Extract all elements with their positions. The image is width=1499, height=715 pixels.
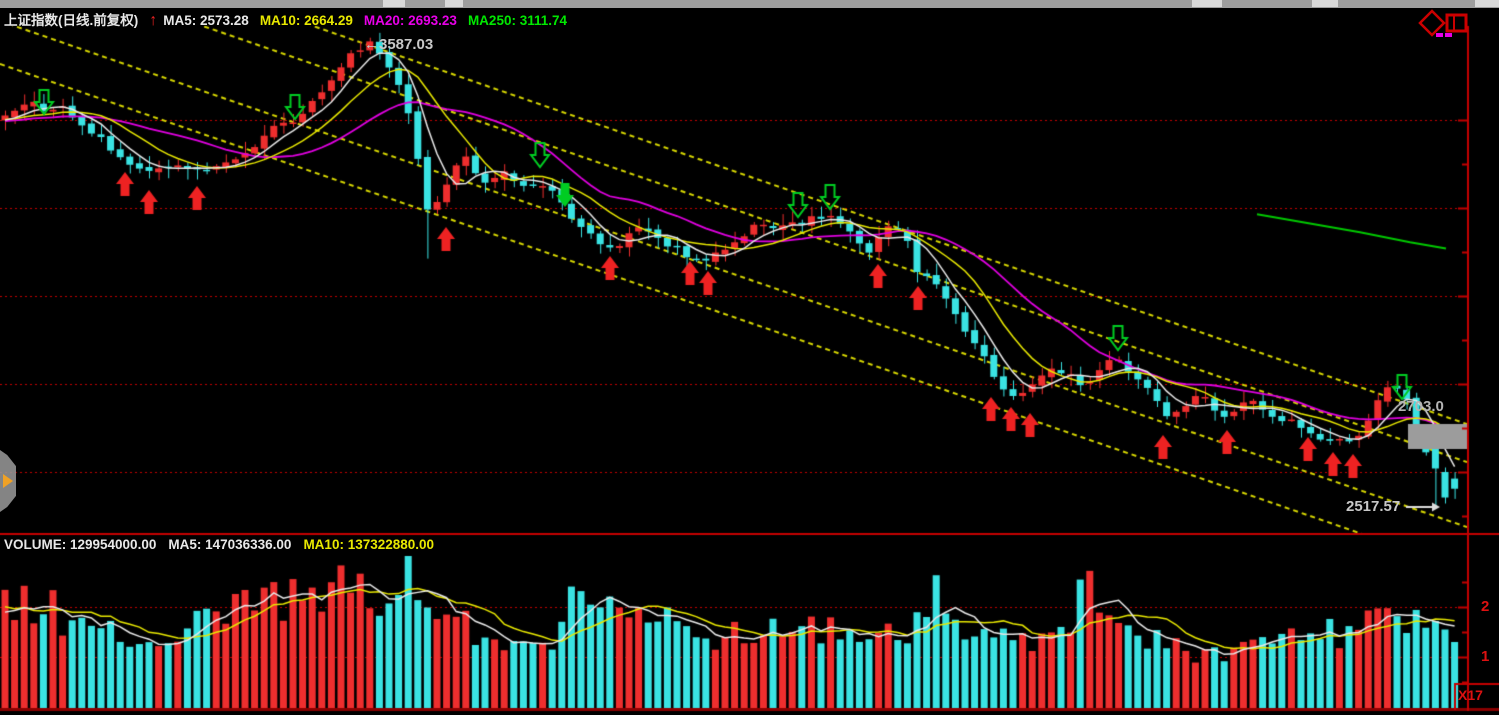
magenta-dash-icon [1436,33,1443,37]
volume-axis-label-1: 1 [1481,648,1490,665]
magenta-dash-icon [1445,33,1452,37]
titlebar-strip [0,0,1499,8]
symbol-title: 上证指数(日线.前复权) [4,13,139,28]
low-price-label: 2517.57 [1346,498,1401,515]
titlebar-segment [383,0,405,7]
split-pane-icon[interactable] [1445,13,1468,38]
sidebar-flyout-tab[interactable] [0,450,16,512]
flyout-arrow-icon [3,474,13,488]
volume-ma10-value[interactable]: MA10: 137322880.00 [303,537,435,552]
ma250-value[interactable]: MA250: 3111.74 [467,13,568,28]
titlebar-segment [1192,0,1222,7]
volume-unit-label[interactable]: X17 [1458,687,1483,703]
ma5-value[interactable]: MA5: 2573.28 [163,13,249,28]
chart-header: 上证指数(日线.前复权) ↑ MA5: 2573.28 MA10: 2664.29 MA… [4,9,578,30]
peak-price-label: ←3587.03 [364,36,434,53]
left-arrow-icon: ← [364,36,379,53]
titlebar-segment [1312,0,1338,7]
up-arrow-icon: ↑ [149,12,158,29]
diamond-tool-icon[interactable] [1417,8,1447,43]
volume-axis-label-2: 2 [1481,598,1490,615]
volume-value[interactable]: VOLUME: 129954000.00 [4,537,157,552]
volume-header: VOLUME: 129954000.00 MA5: 147036336.00 MA1… [4,537,446,552]
volume-ma5-value[interactable]: MA5: 147036336.00 [168,537,292,552]
titlebar-segment [445,0,463,7]
price-tag-label: 2703.0 [1398,398,1444,415]
titlebar-segment [1475,0,1499,7]
ma20-value[interactable]: MA20: 2693.23 [363,13,457,28]
ma10-value[interactable]: MA10: 2664.29 [259,13,353,28]
